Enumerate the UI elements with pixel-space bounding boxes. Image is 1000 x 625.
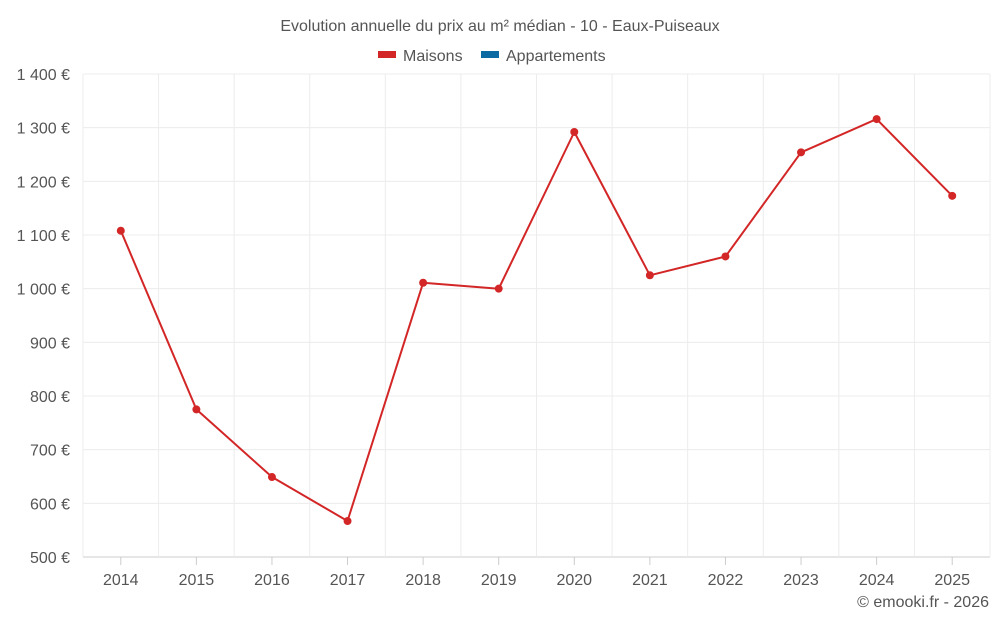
legend-swatch-appartements: [481, 51, 499, 58]
y-tick-label: 900 €: [30, 335, 70, 352]
x-tick-label: 2022: [708, 572, 744, 589]
y-tick-label: 800 €: [30, 389, 70, 406]
x-tick-label: 2021: [632, 572, 668, 589]
x-tick-label: 2024: [859, 572, 895, 589]
x-tick-label: 2018: [405, 572, 441, 589]
y-tick-label: 700 €: [30, 443, 70, 460]
y-tick-label: 500 €: [30, 550, 70, 567]
x-tick-label: 2019: [481, 572, 517, 589]
x-tick-label: 2014: [103, 572, 139, 589]
data-point-maisons-2023[interactable]: [797, 148, 806, 157]
legend-swatch-maisons: [378, 51, 396, 58]
data-point-maisons-2014[interactable]: [116, 226, 125, 235]
gridlines: [82, 73, 991, 558]
legend-item-maisons[interactable]: Maisons: [378, 48, 463, 65]
series-line-maisons: [119, 118, 953, 522]
data-point-maisons-2018[interactable]: [419, 278, 428, 287]
legend-label-maisons: Maisons: [403, 48, 463, 65]
y-tick-label: 1 000 €: [17, 282, 70, 299]
legend-label-appartements: Appartements: [506, 48, 606, 65]
legend: Maisons Appartements: [378, 48, 606, 65]
series-maisons: [116, 115, 957, 526]
legend-item-appartements[interactable]: Appartements: [481, 48, 606, 65]
data-point-maisons-2015[interactable]: [192, 405, 201, 414]
data-point-maisons-2025[interactable]: [948, 191, 957, 200]
y-tick-label: 1 400 €: [17, 67, 70, 84]
data-point-maisons-2020[interactable]: [570, 127, 579, 136]
chart-title: Evolution annuelle du prix au m² médian …: [280, 18, 719, 35]
x-tick-label: 2020: [556, 572, 592, 589]
data-point-maisons-2024[interactable]: [872, 115, 881, 124]
data-point-maisons-2016[interactable]: [267, 473, 276, 482]
y-tick-label: 1 100 €: [17, 228, 70, 245]
y-tick-label: 1 200 €: [17, 174, 70, 191]
y-tick-label: 1 300 €: [17, 121, 70, 138]
x-tick-label: 2023: [783, 572, 819, 589]
data-point-maisons-2021[interactable]: [645, 271, 654, 280]
credit-text: © emooki.fr - 2026: [857, 594, 989, 611]
y-axis: 500 € 600 € 700 € 800 € 900 € 1 000 € 1 100 € 1…: [17, 67, 70, 567]
data-point-maisons-2019[interactable]: [494, 284, 503, 293]
x-tick-label: 2025: [934, 572, 970, 589]
data-point-maisons-2017[interactable]: [343, 517, 352, 526]
x-tick-label: 2016: [254, 572, 290, 589]
x-tick-label: 2015: [179, 572, 215, 589]
x-tick-label: 2017: [330, 572, 366, 589]
data-point-maisons-2022[interactable]: [721, 252, 730, 261]
y-tick-label: 600 €: [30, 496, 70, 513]
x-axis: 2014 2015 2016 2017 2018 2019 2020 2021 2022 2023…: [103, 557, 970, 589]
